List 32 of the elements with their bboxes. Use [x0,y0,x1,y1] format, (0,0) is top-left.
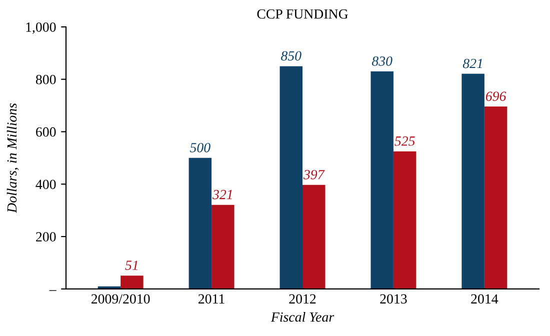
y-tick-label: 800 [36,74,56,84]
data-label: 500 [190,142,210,152]
bar [462,74,484,289]
bar [120,276,144,289]
data-label: 525 [394,136,415,146]
data-label: 321 [212,190,232,200]
bar [393,151,416,289]
data-label: 397 [303,170,325,180]
bar [212,204,234,289]
y-tick-label: 200 [36,232,56,242]
bar [302,184,326,289]
x-axis-title: Fiscal Year [270,312,334,322]
y-axis-title: Dollars, in Millions [6,103,19,214]
x-tick-label: 2014 [471,294,498,304]
chart-title: CCP FUNDING [257,9,348,19]
y-tick-label: – [49,290,56,291]
bar [370,71,394,289]
data-label: 696 [486,92,506,101]
data-label: 850 [281,51,302,61]
y-tick-label: 1,000 [26,22,56,34]
x-tick-label: 2012 [289,294,316,304]
y-tick-label: 400 [36,180,56,190]
bar [188,158,212,289]
x-tick-label: 2009/2010 [91,294,150,304]
x-tick-label: 2011 [198,294,224,304]
data-label: 830 [372,56,392,66]
data-label: 51 [125,260,138,270]
x-tick-label: 2013 [380,294,407,304]
data-label: 821 [462,58,482,68]
bar [280,66,302,289]
bar [484,106,508,289]
y-tick-label: 600 [36,127,56,137]
